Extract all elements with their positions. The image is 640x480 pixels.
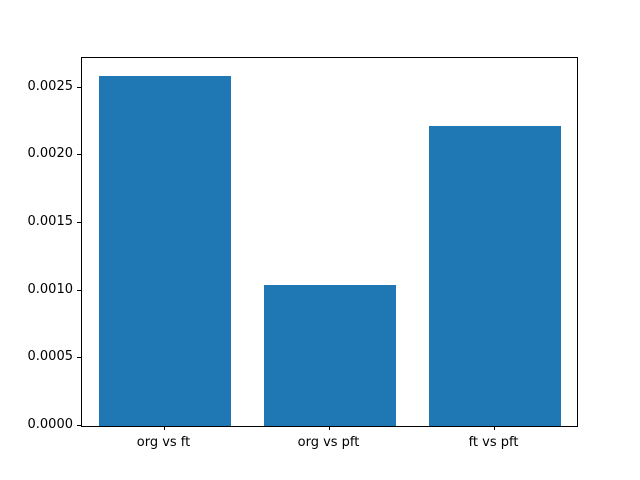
y-tick-label: 0.0005 bbox=[27, 349, 74, 365]
y-tick-label: 0.0025 bbox=[27, 78, 74, 94]
y-tick-mark bbox=[77, 289, 81, 291]
y-tick-mark bbox=[77, 425, 81, 426]
bar-org-vs-ft bbox=[98, 75, 231, 426]
x-tick-label: ft vs pft bbox=[468, 435, 519, 450]
x-tick-mark bbox=[163, 426, 165, 430]
bar-ft-vs-pft bbox=[428, 125, 561, 426]
plot-area bbox=[81, 57, 578, 427]
y-tick-label: 0.0010 bbox=[27, 281, 74, 297]
x-tick-mark bbox=[493, 426, 495, 430]
y-tick-mark bbox=[77, 86, 81, 88]
x-tick-label: org vs pft bbox=[297, 435, 360, 450]
y-tick-mark bbox=[77, 357, 81, 359]
y-tick-label: 0.0000 bbox=[27, 417, 74, 432]
y-tick-label: 0.0015 bbox=[27, 214, 74, 230]
x-tick-mark bbox=[328, 426, 330, 430]
y-tick-mark bbox=[77, 154, 81, 156]
y-tick-label: 0.0020 bbox=[27, 146, 74, 162]
y-tick-mark bbox=[77, 222, 81, 224]
x-tick-label: org vs ft bbox=[136, 435, 191, 450]
bar-org-vs-pft bbox=[263, 285, 396, 426]
